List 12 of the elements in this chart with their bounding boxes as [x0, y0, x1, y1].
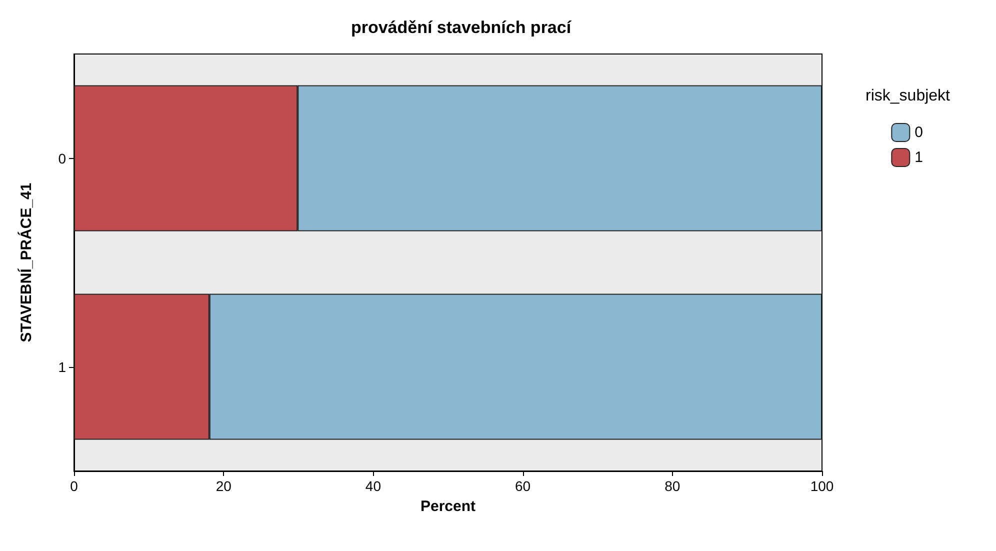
x-tick-label: 20 — [216, 478, 232, 494]
legend-title: risk_subjekt — [866, 88, 951, 104]
x-tick-label: 40 — [365, 478, 382, 494]
y-axis-title: STAVEBNÍ_PRÁCE_41 — [17, 182, 35, 342]
x-axis-title: Percent — [420, 498, 476, 515]
x-tick-label: 80 — [664, 478, 680, 494]
x-tick-label: 0 — [70, 478, 78, 494]
chart-title: provádění stavebních prací — [350, 18, 572, 37]
legend-label: 0 — [914, 124, 923, 141]
legend-label: 1 — [914, 149, 923, 166]
x-tick-label: 60 — [515, 478, 531, 494]
x-tick-label: 100 — [810, 478, 834, 494]
